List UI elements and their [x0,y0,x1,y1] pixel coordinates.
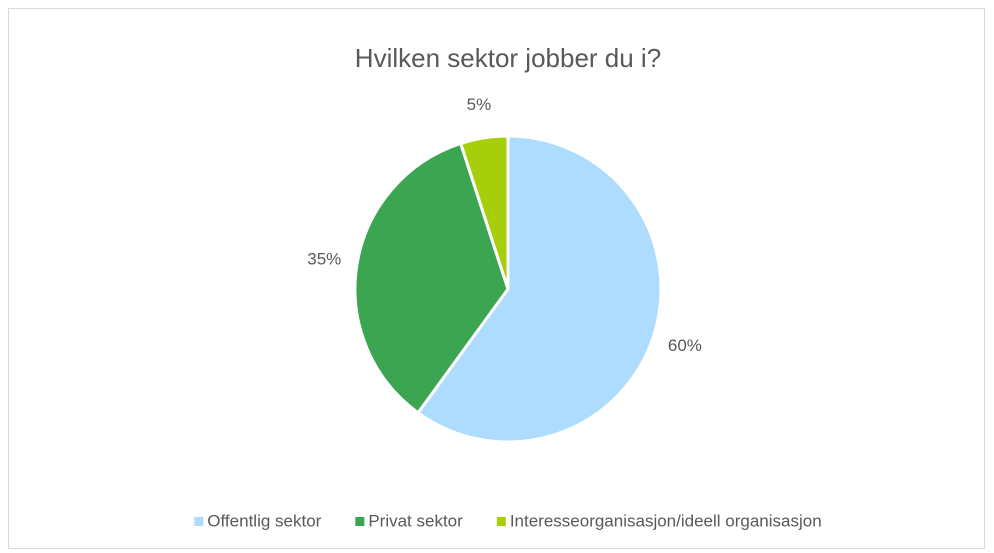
data-label: 5% [467,95,492,114]
pie-slice [458,134,510,290]
chart-title: Hvilken sektor jobber du i? [355,43,661,73]
legend-swatch [355,517,365,526]
pie-slice [415,134,663,444]
legend-label: Privat sektor [368,511,463,530]
pie-slice [353,141,510,415]
data-label: 35% [307,249,341,268]
legend-swatch [496,517,506,526]
legend-label: Offentlig sektor [207,511,321,530]
legend-swatch [194,517,204,526]
data-label: 60% [668,336,702,355]
legend-label: Interesseorganisasjon/ideell organisasjo… [510,511,822,530]
